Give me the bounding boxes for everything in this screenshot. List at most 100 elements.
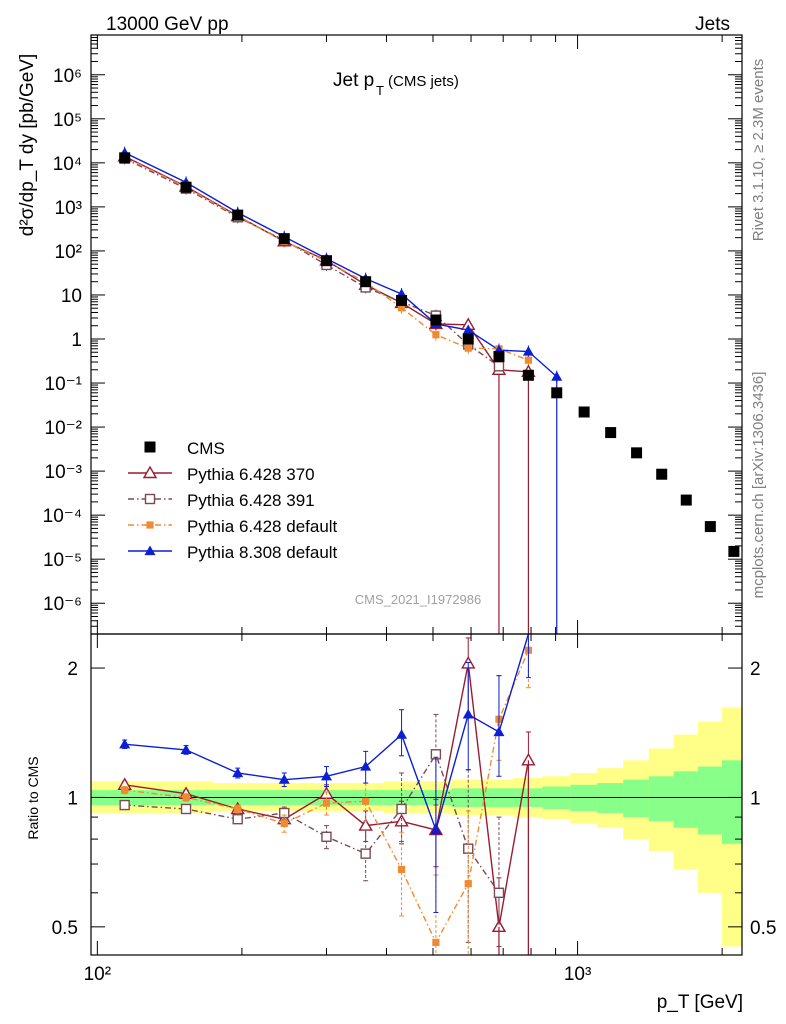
cms-data-point — [493, 351, 505, 363]
ratio-series-3-point — [280, 819, 288, 828]
series-4-point — [522, 346, 534, 356]
ratio-series-2-point — [180, 803, 192, 815]
ratio-series-3-point — [464, 880, 472, 888]
uncertainty-band-inner — [697, 766, 723, 835]
ratio-series-4-point — [360, 761, 372, 771]
ratio-tick-label-right: 2 — [750, 659, 761, 680]
y-tick-label: 10 — [61, 286, 82, 307]
ratio-tick-label-right: 1 — [750, 788, 761, 809]
legend-label: Pythia 6.428 391 — [187, 491, 315, 510]
legend: CMS Pythia 6.428 370 Pythia 6.428 391 Pythi… — [128, 439, 338, 562]
ratio-series-2-point — [321, 831, 332, 842]
legend-label: Pythia 8.308 default — [187, 543, 338, 562]
ratio-bands — [91, 707, 743, 947]
series-2-line — [124, 157, 500, 367]
y-tick-label: 10⁻⁶ — [43, 594, 82, 615]
series-3-point — [464, 344, 472, 352]
ratio-series-3-point — [121, 786, 129, 794]
ratio-series-4-point — [320, 770, 332, 781]
legend-label: Pythia 6.428 default — [187, 517, 338, 536]
ratio-series-4-point — [180, 744, 192, 755]
axis-ticks — [91, 34, 742, 955]
ratio-series-3-point — [432, 938, 440, 947]
y-tick-label: 10³ — [55, 198, 82, 219]
uncertainty-band-inner — [597, 783, 624, 814]
legend-marker — [142, 465, 158, 479]
cms-data-point — [680, 494, 692, 506]
y-tick-label: 10⁻³ — [45, 462, 83, 483]
ratio-series-4-point — [396, 729, 408, 739]
series-3-point — [397, 304, 406, 312]
ratio-tick-label-left: 1 — [67, 788, 78, 809]
y-tick-label: 10⁻⁴ — [43, 506, 82, 527]
ratio-series-2-point — [232, 813, 243, 825]
cms-data-point — [551, 387, 563, 399]
ratio-series-2-point — [360, 848, 371, 859]
ratio-series-3-point — [234, 805, 242, 813]
legend-label: CMS — [187, 439, 225, 458]
cms-data-point — [232, 209, 244, 221]
main-series-group — [117, 146, 740, 634]
header-left: 13000 GeV pp — [106, 14, 229, 35]
legend-label: Pythia 6.428 370 — [187, 465, 315, 484]
x-tick-label: 10² — [84, 964, 111, 985]
cms-data-point — [360, 276, 372, 288]
y-tick-label: 10⁴ — [53, 154, 82, 175]
ratio-series-2-point — [396, 803, 407, 815]
plot-title-main: Jet p — [333, 70, 374, 91]
y-tick-label: 10⁻⁵ — [43, 550, 82, 571]
ratio-panel — [90, 633, 743, 956]
cms-data-point — [278, 233, 290, 245]
cms-data-point — [320, 255, 332, 267]
plot-title: Jet p T (CMS jets) — [333, 70, 459, 98]
cms-data-point — [430, 314, 442, 326]
cms-data-point — [605, 427, 617, 439]
uncertainty-band-inner — [673, 771, 699, 828]
legend-marker — [146, 521, 154, 529]
ratio-series-4-point — [462, 708, 474, 719]
uncertainty-band-inner — [623, 779, 650, 818]
ratio-series-4-point — [493, 726, 505, 737]
x-axis-label: p_T [GeV] — [657, 992, 743, 1013]
ratio-series-3-point — [397, 865, 406, 874]
y-tick-label: 1 — [71, 330, 82, 351]
series-4-line — [124, 152, 558, 378]
ratio-series-4-point — [430, 824, 442, 835]
ratio-series-4-point — [232, 767, 244, 778]
cms-data-point — [728, 545, 740, 557]
cms-data-point — [631, 447, 643, 459]
cms-data-point — [704, 521, 716, 533]
cms-data-point — [522, 369, 534, 381]
y-axis-label-ratio: Ratio to CMS — [25, 756, 41, 839]
cms-data-point — [396, 294, 408, 306]
ratio-series-3-point — [182, 793, 190, 802]
y-tick-label: 10⁻¹ — [45, 374, 83, 395]
y-axis-label-top: d²σ/dp_T dy [pb/GeV] — [17, 54, 38, 236]
legend-marker — [144, 493, 156, 505]
series-4-point — [462, 324, 474, 335]
uncertainty-band-inner — [648, 776, 674, 822]
plot-title-extra: (CMS jets) — [388, 73, 459, 90]
x-tick-label: 10³ — [564, 964, 591, 985]
mcplots-label: mcplots.cern.ch [arXiv:1306.3436] — [750, 372, 767, 599]
cms-data-point — [180, 181, 192, 193]
uncertainty-band-inner — [722, 760, 743, 844]
series-3-point — [524, 356, 533, 364]
rivet-label: Rivet 3.1.10, ≥ 2.3M events — [750, 59, 767, 242]
header-right: Jets — [695, 14, 730, 35]
cms-data-point — [462, 333, 474, 345]
legend-marker — [144, 441, 156, 453]
legend-marker — [144, 545, 156, 556]
y-tick-label: 10⁵ — [53, 110, 82, 131]
y-tick-label: 10² — [55, 242, 82, 263]
analysis-label: CMS_2021_I1972986 — [355, 592, 482, 607]
series-3-point — [432, 331, 440, 339]
ratio-tick-label-left: 0.5 — [52, 918, 78, 939]
y-tick-label: 10⁻² — [45, 418, 83, 439]
cms-data-point — [578, 406, 590, 418]
ratio-series-4-point — [119, 738, 131, 749]
series-4-point — [551, 371, 563, 381]
ratio-series-3-point — [322, 799, 331, 807]
cms-data-point — [119, 152, 131, 164]
